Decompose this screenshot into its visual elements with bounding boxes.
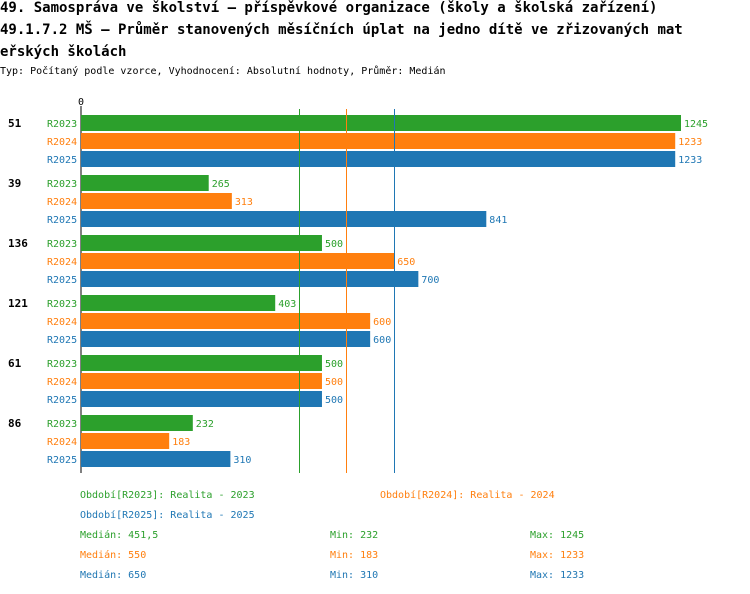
bar-121-r2025 (81, 331, 371, 347)
bar-136-r2023 (81, 235, 322, 251)
series-label-r2023: R2023 (47, 419, 77, 430)
chart-subtitle: Typ: Počítaný podle vzorce, Vyhodnocení:… (0, 66, 446, 77)
legend-median-r2024: Medián: 550 (80, 550, 147, 561)
bar-136-r2025 (81, 271, 419, 287)
bar-39-r2025 (81, 211, 487, 227)
value-label-86-r2025: 310 (233, 455, 251, 466)
axis-zero-label: 0 (78, 97, 84, 108)
legend-max-r2024: Max: 1233 (530, 550, 585, 561)
chart-title-line-3: eřských školách (0, 44, 127, 60)
value-label-39-r2024: 313 (235, 197, 253, 208)
value-label-51-r2025: 1233 (678, 155, 702, 166)
legend-min-r2024: Min: 183 (330, 550, 379, 561)
bar-136-r2024 (81, 253, 395, 269)
series-label-r2024: R2024 (47, 437, 77, 448)
value-label-136-r2024: 650 (397, 257, 415, 268)
series-label-r2024: R2024 (47, 317, 77, 328)
bar-61-r2025 (81, 391, 322, 407)
value-label-136-r2025: 700 (421, 275, 439, 286)
series-label-r2024: R2024 (47, 197, 77, 208)
bar-121-r2024 (81, 313, 371, 329)
bar-39-r2024 (81, 193, 232, 209)
series-label-r2025: R2025 (47, 455, 77, 466)
value-label-61-r2024: 500 (325, 377, 343, 388)
value-label-51-r2024: 1233 (678, 137, 702, 148)
group-label-51: 51 (8, 117, 22, 130)
group-label-86: 86 (8, 417, 22, 430)
bar-61-r2023 (81, 355, 322, 371)
value-label-51-r2023: 1245 (684, 119, 708, 130)
value-label-39-r2023: 265 (212, 179, 230, 190)
legend-min-r2023: Min: 232 (330, 530, 379, 541)
series-label-r2025: R2025 (47, 395, 77, 406)
group-label-39: 39 (8, 177, 21, 190)
group-label-61: 61 (8, 357, 22, 370)
bar-51-r2023 (81, 115, 681, 131)
legend-max-r2023: Max: 1245 (530, 530, 585, 541)
bar-86-r2023 (81, 415, 193, 431)
value-label-121-r2024: 600 (373, 317, 391, 328)
value-label-136-r2023: 500 (325, 239, 343, 250)
legend-median-r2025: Medián: 650 (80, 570, 147, 581)
series-label-r2023: R2023 (47, 239, 77, 250)
legend-min-r2025: Min: 310 (330, 570, 379, 581)
bar-51-r2024 (81, 133, 676, 149)
value-label-86-r2023: 232 (196, 419, 214, 430)
group-label-121: 121 (8, 297, 28, 310)
legend-max-r2025: Max: 1233 (530, 570, 585, 581)
series-label-r2025: R2025 (47, 275, 77, 286)
series-label-r2024: R2024 (47, 377, 77, 388)
series-label-r2024: R2024 (47, 137, 77, 148)
series-label-r2023: R2023 (47, 179, 77, 190)
series-label-r2025: R2025 (47, 215, 77, 226)
bar-61-r2024 (81, 373, 322, 389)
bar-86-r2024 (81, 433, 170, 449)
legend-period-r2023: Období[R2023]: Realita - 2023 (80, 490, 255, 501)
bar-86-r2025 (81, 451, 231, 467)
value-label-39-r2025: 841 (489, 215, 507, 226)
legend-median-r2023: Medián: 451,5 (80, 530, 159, 541)
value-label-61-r2025: 500 (325, 395, 343, 406)
bar-121-r2023 (81, 295, 276, 311)
value-label-121-r2025: 600 (373, 335, 391, 346)
legend-period-r2025: Období[R2025]: Realita - 2025 (80, 510, 255, 521)
chart-title-line-1: 49. Samospráva ve školství – příspěvkové… (0, 0, 658, 16)
series-label-r2023: R2023 (47, 299, 77, 310)
chart-title-line-2: 49.1.7.2 MŠ – Průměr stanovených měsíční… (0, 22, 683, 38)
value-label-86-r2024: 183 (172, 437, 190, 448)
series-label-r2024: R2024 (47, 257, 77, 268)
value-label-121-r2023: 403 (278, 299, 296, 310)
series-label-r2023: R2023 (47, 359, 77, 370)
series-label-r2025: R2025 (47, 155, 77, 166)
group-label-136: 136 (8, 237, 28, 250)
bar-39-r2023 (81, 175, 209, 191)
legend-period-r2024: Období[R2024]: Realita - 2024 (380, 490, 555, 501)
bar-51-r2025 (81, 151, 676, 167)
value-label-61-r2023: 500 (325, 359, 343, 370)
series-label-r2025: R2025 (47, 335, 77, 346)
series-label-r2023: R2023 (47, 119, 77, 130)
